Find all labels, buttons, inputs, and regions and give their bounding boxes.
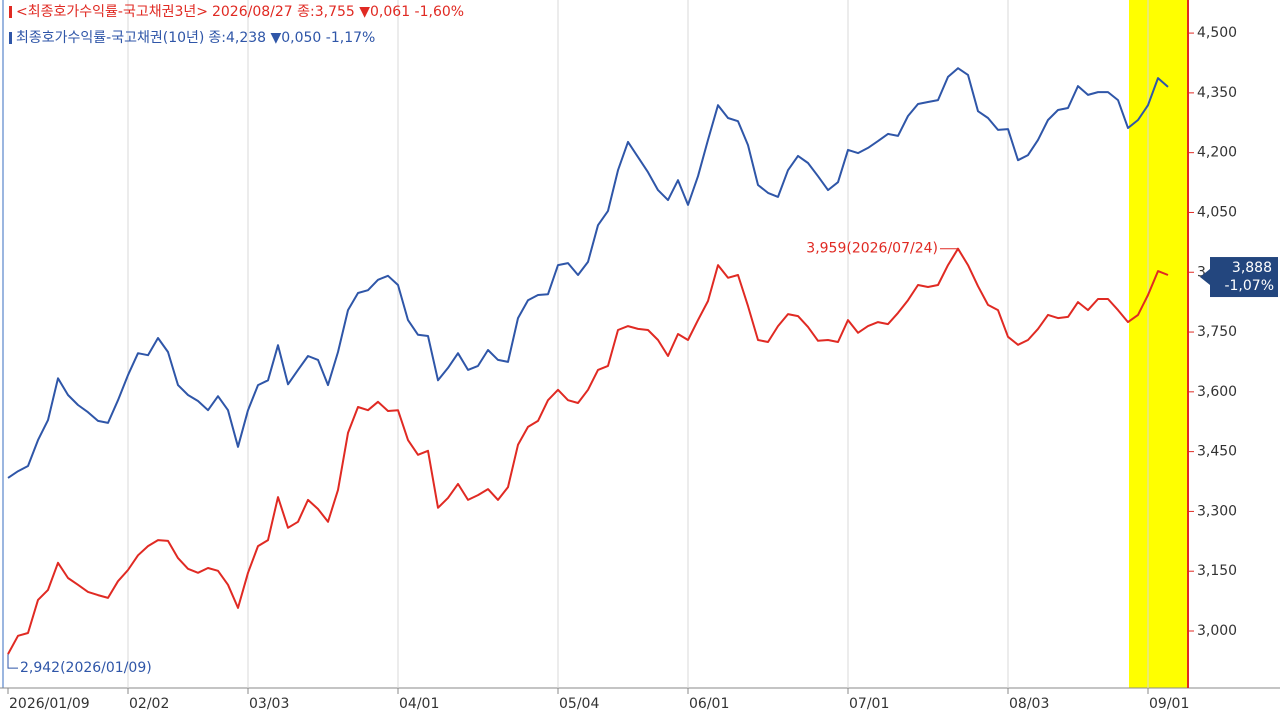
y-tick-label: 3,450 — [1197, 444, 1237, 460]
current-pointer — [1200, 269, 1210, 286]
current-box — [1210, 257, 1278, 298]
current-value: 3,888 — [1232, 260, 1272, 276]
x-tick-label: 07/01 — [849, 696, 889, 712]
y-tick-label: 4,200 — [1197, 145, 1237, 161]
min-annotation: 2,942(2026/01/09) — [20, 660, 152, 676]
legend-name: <최종호가수익률-국고채권3년> — [16, 4, 208, 20]
legend-swatch — [9, 6, 12, 18]
y-tick-label: 3,300 — [1197, 503, 1237, 519]
y-tick-label: 3,150 — [1197, 563, 1237, 579]
highlight-band — [1129, 0, 1188, 688]
x-tick-label: 02/02 — [129, 696, 169, 712]
y-tick-label: 4,350 — [1197, 85, 1237, 101]
legend-entry: 최종호가수익률-국고채권(10년) 종:4,238 ▼0,050 -1,17% — [16, 30, 375, 46]
x-tick-label: 2026/01/09 — [9, 696, 90, 712]
legend-entry: <최종호가수익률-국고채권3년> 2026/08/27 종:3,755 ▼0,06… — [16, 4, 464, 20]
y-tick-label: 3,000 — [1197, 623, 1237, 639]
x-tick-label: 09/01 — [1149, 696, 1189, 712]
max-annotation: 3,959(2026/07/24) — [806, 241, 938, 257]
x-tick-label: 05/04 — [559, 696, 599, 712]
legend-info: 종:4,238 ▼0,050 -1,17% — [208, 30, 375, 46]
y-tick-label: 3,600 — [1197, 384, 1237, 400]
legend-swatch — [9, 32, 12, 44]
series-line — [7, 67, 1169, 479]
x-tick-label: 06/01 — [689, 696, 729, 712]
current-change: -1,07% — [1224, 278, 1274, 294]
series-line — [7, 247, 1169, 655]
legend-info: 2026/08/27 종:3,755 ▼0,061 -1,60% — [212, 4, 464, 20]
legend-name: 최종호가수익률-국고채권(10년) — [16, 30, 204, 46]
y-tick-label: 3,750 — [1197, 324, 1237, 340]
y-tick-label: 4,050 — [1197, 204, 1237, 220]
y-tick-label: 4,500 — [1197, 25, 1237, 41]
annotation-leader — [7, 654, 18, 669]
x-tick-label: 08/03 — [1009, 696, 1049, 712]
x-tick-label: 03/03 — [249, 696, 289, 712]
x-tick-label: 04/01 — [399, 696, 439, 712]
